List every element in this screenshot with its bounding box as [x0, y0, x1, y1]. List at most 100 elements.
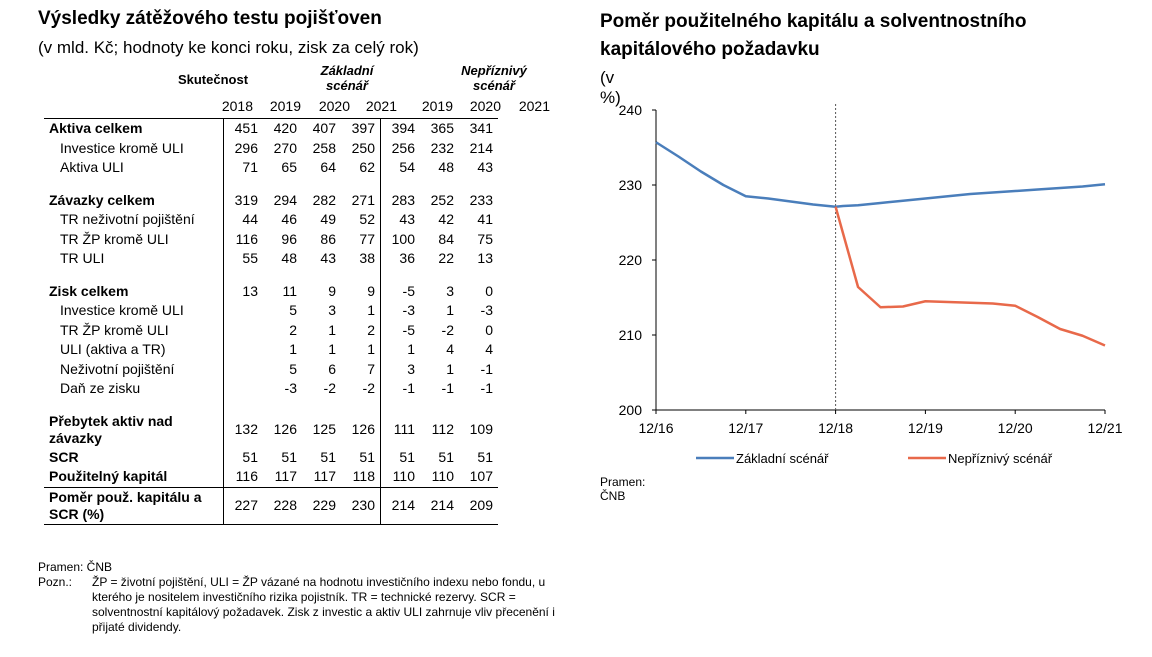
cell-value: 394 [380, 118, 420, 139]
cell-value: 283 [380, 190, 420, 210]
series-line-base [655, 141, 1106, 208]
cell-value: 407 [302, 118, 341, 139]
row-label: ULI (aktiva a TR) [60, 341, 166, 358]
table-title: Výsledky zátěžového testu pojišťoven [38, 8, 382, 29]
cell-value: -3 [480, 302, 493, 319]
cell-value: 48 [281, 250, 297, 267]
cell-value: 1 [328, 321, 336, 338]
table-row: Investice kromě ULI 5 3 1 -3 1 -3 [44, 301, 498, 321]
cell-value: 1 [367, 341, 375, 358]
cell-value: -2 [441, 321, 454, 338]
cell-value: 4 [485, 341, 493, 358]
cell-value: -1 [480, 380, 493, 397]
cell-value: -3 [380, 301, 420, 321]
cell-value: 229 [302, 486, 341, 525]
cell-value: 118 [341, 467, 381, 488]
table-row: Použitelný kapitál 116 117 117 118 110 110 107 [44, 467, 498, 488]
cell-value: 230 [341, 486, 381, 525]
y-tick-label: 200 [619, 402, 643, 418]
cell-value: 4 [446, 341, 454, 358]
row-label: Investice kromě ULI [60, 302, 184, 319]
year-header: 2020 [469, 98, 501, 114]
cell-value: 7 [367, 360, 375, 377]
row-label: Použitelný kapitál [44, 467, 224, 488]
cell-value: 2 [367, 321, 375, 338]
cell-value: 112 [431, 421, 454, 437]
cell-value: 42 [438, 211, 454, 228]
cell-value: 51 [380, 447, 420, 467]
cell-value: 365 [420, 118, 459, 139]
cell-value: 271 [351, 191, 375, 208]
row-label: Aktiva celkem [44, 118, 224, 139]
cell-value: 451 [223, 118, 263, 139]
cell-value: 5 [289, 360, 297, 377]
stress-test-table: Aktiva celkem 451 420 407 397 394 365 341 Invest… [44, 118, 498, 525]
table-row: Poměr použ. kapitálu a SCR (%) 227 228 229 2… [44, 486, 498, 525]
cell-value [223, 359, 263, 379]
table-source: Pramen: ČNB [38, 560, 113, 574]
row-label: Zisk celkem [49, 282, 129, 299]
cell-value: 250 [351, 139, 375, 156]
row-label: Závazky celkem [49, 191, 155, 208]
cell-value: 126 [273, 421, 297, 437]
cell-value: 75 [477, 230, 493, 247]
row-label: Přebytek aktiv nad závazky [49, 412, 173, 446]
cell-value: 51 [438, 448, 454, 465]
cell-value: -5 [380, 320, 420, 340]
table-note: ŽP = životní pojištění, ULI = ŽP vázané … [92, 575, 555, 634]
cell-value: -3 [284, 380, 297, 397]
cell-value: 100 [380, 229, 420, 249]
cell-value: 397 [341, 118, 381, 139]
chart-title: Poměr použitelného kapitálu a solventnos… [600, 11, 1027, 60]
cell-value: 3 [328, 302, 336, 319]
y-tick-label: 230 [619, 177, 643, 193]
cell-value: 1 [367, 302, 375, 319]
cell-value: 38 [359, 250, 375, 267]
cell-value: 270 [273, 139, 297, 156]
cell-value: 54 [380, 158, 420, 178]
cell-value: 258 [312, 139, 336, 156]
cell-value: 341 [459, 118, 498, 139]
cell-value: 9 [367, 282, 375, 299]
cell-value: 77 [359, 230, 375, 247]
table-subtitle: (v mld. Kč; hodnoty ke konci roku, zisk … [38, 38, 419, 57]
header-adverse: Nepříznivý scénář [461, 63, 527, 93]
cell-value: 111 [380, 411, 420, 448]
cell-value: 117 [302, 467, 341, 488]
cell-value: 228 [263, 486, 302, 525]
table-row: Zisk celkem 13 11 9 9 -5 3 0 [44, 281, 498, 301]
table-row: TR ŽP kromě ULI 2 1 2 -5 -2 0 [44, 320, 498, 340]
header-base: Základní scénář [320, 63, 374, 93]
cell-value: 296 [223, 138, 263, 158]
table-row: TR ULI 55 48 43 38 36 22 13 [44, 249, 498, 269]
y-tick-label: 210 [619, 327, 643, 343]
cell-value: 0 [485, 282, 493, 299]
year-header: 2020 [318, 98, 350, 114]
row-label: TR ULI [60, 250, 105, 267]
cell-value: 3 [446, 282, 454, 299]
cell-value: 110 [380, 467, 420, 488]
row-label: Daň ze zisku [60, 380, 141, 397]
line-chart: 200 210 220 230 240 12/16 12/17 12/18 12/19 12/20… [619, 102, 1123, 466]
cell-value: 43 [320, 250, 336, 267]
table-row: TR ŽP kromě ULI 116 96 86 77 100 84 75 [44, 229, 498, 249]
cell-value: 116 [223, 229, 263, 249]
cell-value: -5 [380, 281, 420, 301]
cell-value: 41 [477, 211, 493, 228]
table-row: ULI (aktiva a TR) 1 1 1 1 4 4 [44, 340, 498, 360]
y-tick-label: 220 [619, 252, 643, 268]
cell-value: 110 [420, 467, 459, 488]
header-actual: Skutečnost [177, 72, 249, 87]
table-row: Aktiva ULI 71 65 64 62 54 48 43 [44, 158, 498, 178]
row-label: Aktiva ULI [60, 159, 124, 176]
cell-value: 46 [281, 211, 297, 228]
cell-value: 0 [485, 321, 493, 338]
cell-value: -1 [441, 380, 454, 397]
cell-value: 294 [273, 191, 297, 208]
x-tick-label: 12/17 [728, 420, 763, 436]
cell-value: 64 [320, 159, 336, 176]
note-label: Pozn.: [38, 575, 73, 589]
cell-value: 126 [351, 421, 375, 437]
row-label: Poměr použ. kapitálu a SCR (%) [44, 486, 224, 525]
cell-value: 84 [438, 230, 454, 247]
